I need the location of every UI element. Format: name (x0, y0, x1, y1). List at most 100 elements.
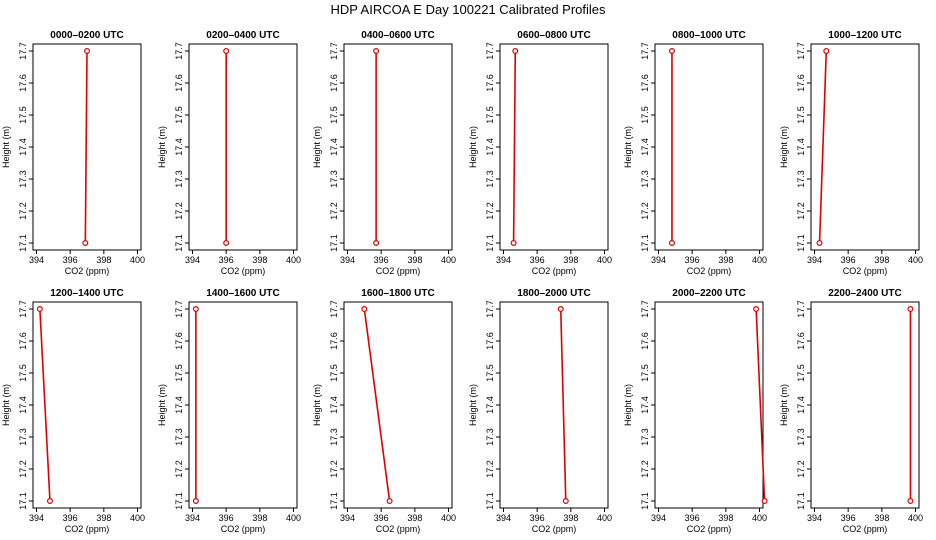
profile-line (559, 308, 567, 502)
x-tick-label: 394 (185, 255, 200, 265)
y-tick-label: 17.1 (18, 492, 28, 510)
y-tick-label: 17.5 (796, 364, 806, 382)
y-tick-label: 17.2 (640, 202, 650, 220)
data-point (907, 498, 914, 505)
y-tick-label: 17.4 (329, 138, 339, 156)
y-tick-label: 17.3 (329, 428, 339, 446)
x-tick-label: 400 (286, 513, 301, 523)
y-tick-label: 17.2 (640, 460, 650, 478)
y-tick-label: 17.7 (485, 42, 495, 60)
y-tick-label: 17.1 (174, 492, 184, 510)
chart-panel: 1600–1800 UTC 394 396 398 400 17.1 17.2 17.3 17.… (312, 288, 456, 534)
y-tick-label: 17.5 (485, 106, 495, 124)
chart-panel: 0800–1000 UTC 394 396 398 400 17.1 17.2 17.3 17.… (623, 30, 767, 276)
y-tick-label: 17.7 (329, 300, 339, 318)
y-tick-label: 17.1 (485, 234, 495, 252)
x-axis-label: CO2 (ppm) (376, 266, 421, 276)
data-point (82, 240, 89, 247)
y-tick-label: 17.4 (640, 138, 650, 156)
x-tick-label: 394 (807, 255, 822, 265)
x-tick-label: 396 (685, 513, 700, 523)
profile-line (818, 50, 828, 244)
data-point (46, 498, 53, 505)
x-tick-label: 400 (441, 513, 456, 523)
plot-frame (499, 301, 609, 509)
x-tick-label: 396 (685, 255, 700, 265)
y-tick-label: 17.3 (18, 428, 28, 446)
y-tick-label: 17.6 (485, 332, 495, 350)
plot-frame (343, 301, 453, 509)
chart-panel: 0200–0400 UTC 394 396 398 400 17.1 17.2 17.3 17.… (157, 30, 301, 276)
y-tick-label: 17.6 (485, 74, 495, 92)
data-point (816, 240, 823, 247)
plot-frame (188, 301, 298, 509)
chart-panel: 0000–0200 UTC 394 396 398 400 17.1 17.2 17.3 17.… (1, 30, 145, 276)
x-axis-label: CO2 (ppm) (687, 266, 732, 276)
x-tick-label: 398 (563, 255, 578, 265)
y-tick-label: 17.2 (18, 202, 28, 220)
data-point (223, 47, 230, 54)
y-axis-label: Height (m) (623, 126, 633, 168)
y-axis-label: Height (m) (312, 384, 322, 426)
x-tick-label: 400 (597, 513, 612, 523)
x-axis-label: CO2 (ppm) (65, 524, 110, 534)
x-tick-label: 398 (407, 255, 422, 265)
panel-title: 0000–0200 UTC (50, 30, 123, 41)
y-tick-label: 17.5 (485, 364, 495, 382)
y-tick-label: 17.2 (174, 202, 184, 220)
y-tick-label: 17.4 (18, 138, 28, 156)
y-tick-label: 17.3 (485, 170, 495, 188)
y-tick-label: 17.7 (18, 42, 28, 60)
y-tick-label: 17.5 (18, 106, 28, 124)
x-tick-label: 394 (651, 513, 666, 523)
x-tick-label: 400 (752, 513, 767, 523)
x-tick-label: 394 (807, 513, 822, 523)
y-tick-label: 17.5 (640, 106, 650, 124)
panel-title: 1000–1200 UTC (828, 30, 901, 41)
y-tick-label: 17.1 (174, 234, 184, 252)
x-tick-label: 396 (841, 255, 856, 265)
x-tick-label: 400 (286, 255, 301, 265)
y-tick-label: 17.6 (796, 74, 806, 92)
data-point (36, 306, 43, 313)
y-tick-label: 17.5 (329, 106, 339, 124)
panel-title: 0600–0800 UTC (517, 30, 590, 41)
data-point (83, 47, 90, 54)
plot-frame (810, 43, 920, 251)
y-axis-label: Height (m) (779, 126, 789, 168)
x-axis-label: CO2 (ppm) (221, 524, 266, 534)
y-tick-label: 17.3 (329, 170, 339, 188)
y-tick-label: 17.6 (640, 74, 650, 92)
y-axis-label: Height (m) (468, 384, 478, 426)
x-tick-label: 394 (29, 255, 44, 265)
y-tick-label: 17.5 (174, 106, 184, 124)
y-tick-label: 17.3 (174, 428, 184, 446)
y-tick-label: 17.6 (640, 332, 650, 350)
x-tick-label: 398 (563, 513, 578, 523)
x-tick-label: 394 (496, 255, 511, 265)
y-tick-label: 17.7 (18, 300, 28, 318)
y-tick-label: 17.2 (485, 460, 495, 478)
y-tick-label: 17.6 (796, 332, 806, 350)
y-tick-label: 17.6 (174, 332, 184, 350)
data-point (192, 498, 199, 505)
x-tick-label: 400 (597, 255, 612, 265)
panel-title: 1200–1400 UTC (50, 288, 123, 299)
y-tick-label: 17.6 (329, 74, 339, 92)
x-axis-label: CO2 (ppm) (687, 524, 732, 534)
data-point (373, 240, 380, 247)
x-tick-label: 396 (219, 513, 234, 523)
y-tick-label: 17.1 (796, 234, 806, 252)
chart-panel: 1800–2000 UTC 394 396 398 400 17.1 17.2 17.3 17.… (468, 288, 612, 534)
y-tick-label: 17.1 (640, 234, 650, 252)
y-tick-label: 17.1 (796, 492, 806, 510)
y-tick-label: 17.1 (640, 492, 650, 510)
plot-frame (810, 301, 920, 509)
x-tick-label: 396 (841, 513, 856, 523)
chart-panel: 0400–0600 UTC 394 396 398 400 17.1 17.2 17.3 17.… (312, 30, 456, 276)
x-tick-label: 400 (752, 255, 767, 265)
x-tick-label: 394 (340, 255, 355, 265)
y-tick-label: 17.4 (796, 138, 806, 156)
y-axis-label: Height (m) (312, 126, 322, 168)
